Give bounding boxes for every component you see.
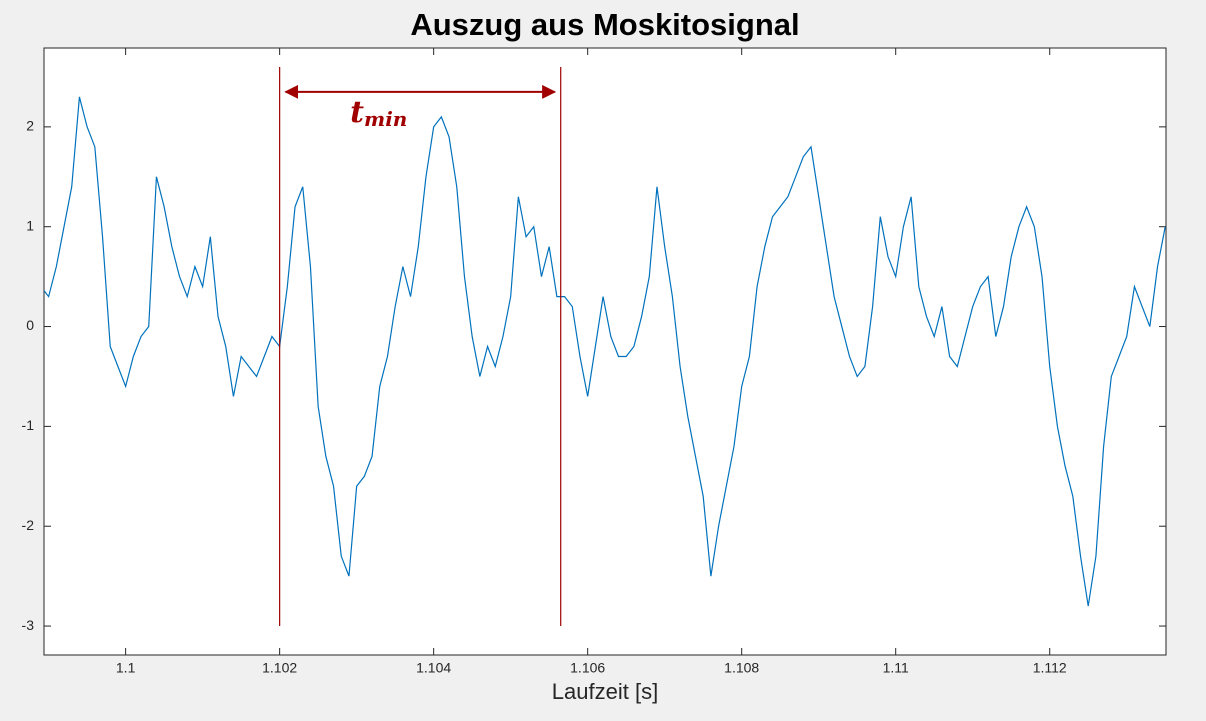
x-tick-label: 1.102 [262,660,297,676]
x-tick-label: 1.104 [416,660,451,676]
x-tick-label: 1.108 [724,660,759,676]
plot-area [44,48,1166,655]
y-tick-label: -2 [22,517,35,533]
annotation-symbol: t [350,95,364,130]
x-tick-label: 1.112 [1033,660,1067,676]
signal-line [44,96,1166,607]
y-tick-label: 0 [26,317,34,333]
y-tick-label: -1 [22,417,35,433]
annotation-label: tmin [350,95,407,131]
x-tick-label: 1.11 [883,660,909,676]
x-tick-label: 1.1 [116,660,136,676]
y-tick-label: 2 [26,118,34,134]
annotation-subscript: min [364,106,407,130]
x-tick-label: 1.106 [570,660,605,676]
x-axis-label: Laufzeit [s] [552,679,658,704]
y-tick-label: -3 [22,617,35,633]
axes-box [43,47,1167,656]
y-tick-label: 1 [26,217,34,233]
chart-title: Auszug aus Moskitosignal [410,7,799,42]
